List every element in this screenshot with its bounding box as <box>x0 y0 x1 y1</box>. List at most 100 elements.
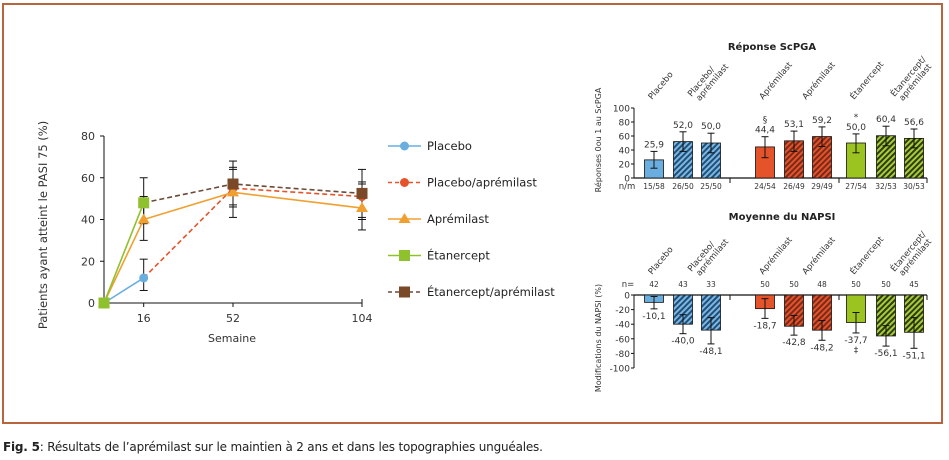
napsi-bar-chart: Moyenne du NAPSI Modifications du NAPSI … <box>594 212 935 392</box>
legend-label: Étanercept <box>427 248 490 263</box>
group-label-line: Placebo <box>647 245 676 277</box>
group-label: Aprémilast <box>800 234 838 277</box>
bar-placebo: 25,9 15/58 <box>643 140 665 191</box>
nm-value: 29/49 <box>811 182 833 191</box>
data-point-etanercept_apremilast <box>227 178 239 190</box>
group-label: Placebo/aprémilast <box>686 236 731 278</box>
group-label: Étanercept <box>847 58 886 102</box>
n-value: 50 <box>881 280 891 289</box>
line-chart-y-axis-label: Patients ayant atteint le PASI 75 (%) <box>36 121 50 329</box>
nm-value: 24/54 <box>754 182 776 191</box>
line-chart-x-axis-label: Semaine <box>208 332 256 345</box>
bar-value-label: -42,8 <box>782 338 806 348</box>
row-label: n/m <box>619 182 636 192</box>
x-tick-label: 52 <box>226 312 240 325</box>
n-value: 50 <box>789 280 799 289</box>
n-value: 45 <box>909 280 919 289</box>
series-line-etanercept_apremilast <box>143 183 363 204</box>
row-label: n= <box>622 280 635 290</box>
legend-item-apremilast: Aprémilast <box>388 212 489 226</box>
y-tick-label: 0 <box>624 175 630 185</box>
group-label-line: Aprémilast <box>800 59 838 102</box>
legend-label: Placebo/aprémilast <box>427 176 537 190</box>
bar-etanercept: 56,6 30/53 <box>903 118 925 191</box>
bar-value-label: 44,4 <box>755 126 775 136</box>
y-tick-label: -100 <box>610 365 631 375</box>
bar-value-label: -10,1 <box>642 312 665 322</box>
nm-value: 26/49 <box>783 182 805 191</box>
y-tick-label: 100 <box>613 105 630 115</box>
group-label-line: Aprémilast <box>757 59 795 102</box>
legend-item-etanercept_apremilast: Étanercept/aprémilast <box>388 284 555 299</box>
bar-value-label: -51,1 <box>902 351 925 361</box>
data-point-etanercept <box>98 297 110 309</box>
bar-value-label: 60,4 <box>876 115 896 125</box>
legend-item-etanercept: Étanercept <box>388 248 490 263</box>
significance-mark: * <box>854 113 859 123</box>
legend-marker-square-icon <box>399 286 410 298</box>
bar-apremilast: -42,8 50 <box>782 280 806 348</box>
bar-etanercept: 50,0* 27/54 <box>845 113 867 191</box>
group-label: Étanercept/aprémilast <box>888 53 935 103</box>
nm-value: 32/53 <box>875 182 897 191</box>
data-point-apremilast <box>137 213 150 224</box>
bar-value-label: 59,2 <box>812 116 832 126</box>
bar-value-label: 52,0 <box>673 121 693 131</box>
legend-marker-square-icon <box>399 250 410 261</box>
bar-placebo_apremilast: -48,1 33 <box>699 280 722 357</box>
y-tick-label: 60 <box>619 133 631 143</box>
line-chart-series <box>98 160 368 309</box>
figure-caption-label: Fig. 5 <box>3 440 40 454</box>
figure-frame <box>2 3 943 424</box>
nm-value: 25/50 <box>700 182 722 191</box>
y-tick-label: 20 <box>619 161 631 171</box>
series-line-etanercept <box>103 202 145 304</box>
n-value: 43 <box>678 280 688 289</box>
group-label: Placebo <box>647 70 676 102</box>
bar-value-label: -37,7 <box>844 336 867 346</box>
significance-mark: § <box>763 116 768 126</box>
y-tick-label: -80 <box>615 350 630 360</box>
figure-caption: Fig. 5: Résultats de l’aprémilast sur le… <box>3 440 543 454</box>
n-value: 42 <box>649 280 659 289</box>
bar-value-label: 56,6 <box>904 118 924 128</box>
bar-apremilast: -48,2 48 <box>810 280 833 353</box>
group-label: Aprémilast <box>757 59 795 102</box>
bar-placebo: -10,1 42 <box>642 280 665 322</box>
x-tick-label: 104 <box>352 312 373 325</box>
scpga-bar-chart: Réponse ScPGA Réponses 0ou 1 au ScPGA 0 2… <box>593 41 935 192</box>
group-label: Étanercept/aprémilast <box>888 228 935 278</box>
n-value: 48 <box>817 280 827 289</box>
legend-marker-circle-icon <box>400 178 409 187</box>
nm-value: 26/50 <box>672 182 694 191</box>
y-tick-label: 60 <box>81 172 95 185</box>
bar-placebo_apremilast: 52,0 26/50 <box>672 121 694 191</box>
y-tick-label: 80 <box>81 130 95 143</box>
figure-caption-text: : Résultats de l’aprémilast sur le maint… <box>39 440 543 454</box>
bar-value-label: -48,1 <box>699 347 722 357</box>
bar-placebo_apremilast: 50,0 25/50 <box>700 122 722 191</box>
group-label-line: Placebo <box>647 70 676 102</box>
data-point-etanercept <box>138 197 150 209</box>
legend-item-placebo_apremilast: Placebo/aprémilast <box>388 176 537 190</box>
legend-label: Aprémilast <box>427 212 489 226</box>
napsi-chart-title: Moyenne du NAPSI <box>729 212 836 223</box>
group-label-line: Aprémilast <box>757 234 795 277</box>
bar-etanercept: -51,1 45 <box>902 280 925 361</box>
y-tick-label: 40 <box>81 214 95 227</box>
y-tick-label: -60 <box>615 335 630 345</box>
scpga-chart-title: Réponse ScPGA <box>728 41 817 53</box>
bar-value-label: -18,7 <box>753 321 776 331</box>
y-tick-label: 0 <box>624 292 630 302</box>
data-point-apremilast <box>356 202 368 213</box>
bar-placebo_apremilast: -40,0 43 <box>671 280 695 347</box>
series-line-placebo_apremilast <box>143 187 363 279</box>
series-line-apremilast <box>103 191 363 304</box>
group-label: Aprémilast <box>757 234 795 277</box>
y-tick-label: 20 <box>81 255 95 268</box>
y-tick-label: 80 <box>619 119 631 129</box>
group-label: Placebo/aprémilast <box>686 61 731 103</box>
bar-apremilast: 53,1 26/49 <box>783 120 805 191</box>
group-label-line: Étanercept <box>847 58 886 102</box>
data-point-etanercept_apremilast <box>356 187 368 199</box>
